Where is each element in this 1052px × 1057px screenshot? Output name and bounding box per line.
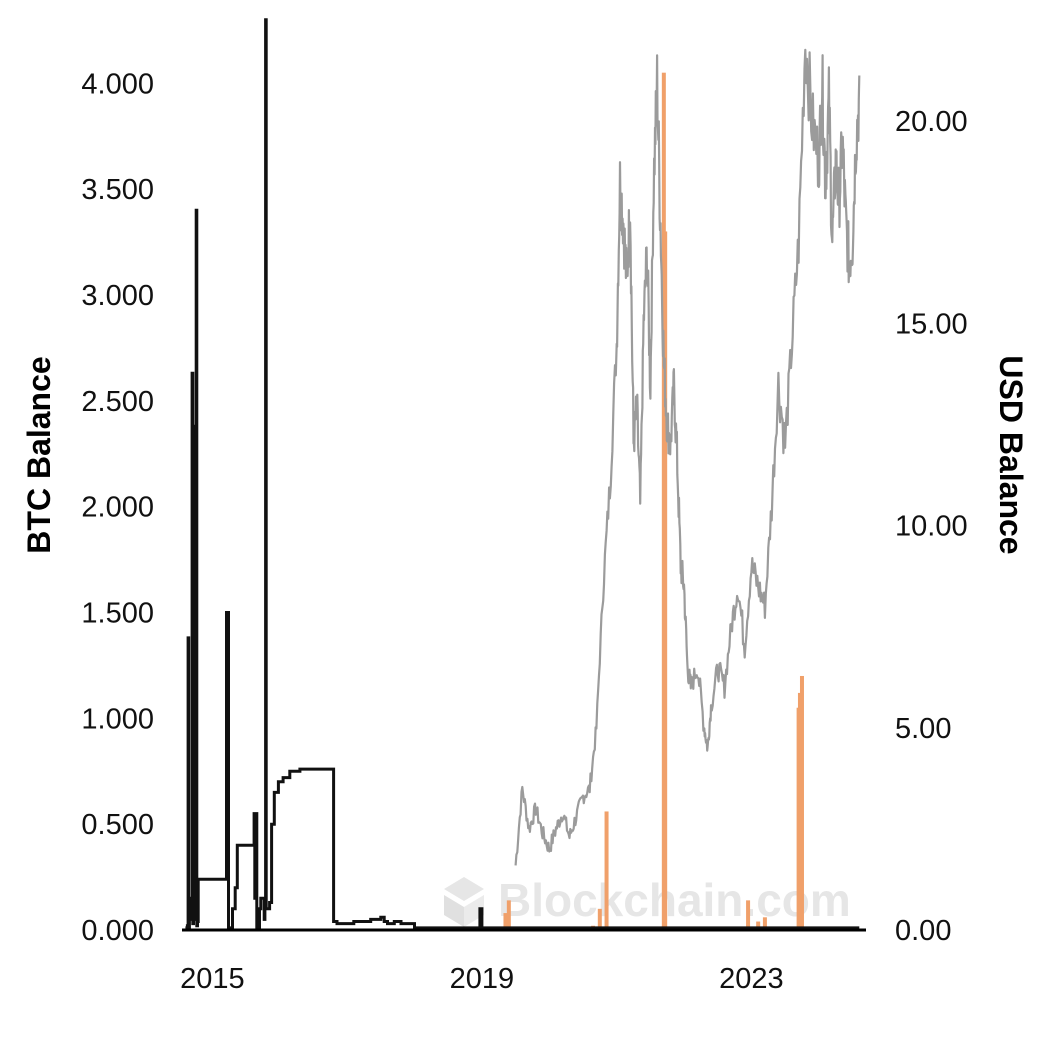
volume-bar	[762, 917, 767, 930]
right-tick-label: 15.00	[895, 308, 968, 340]
volume-bar	[756, 921, 761, 930]
x-tick-label: 2023	[719, 963, 784, 995]
left-axis-title: BTC Balance	[21, 356, 57, 553]
btc-series-layer	[185, 18, 860, 930]
volume-bars	[503, 72, 804, 931]
right-tick-label: 10.00	[895, 511, 968, 543]
volume-bar	[799, 675, 804, 930]
left-tick-label: 0.000	[81, 915, 154, 947]
right-axis-title: USD Balance	[993, 355, 1029, 554]
volume-bar	[663, 231, 668, 930]
volume-bar	[604, 811, 609, 930]
right-tick-label: 20.00	[895, 106, 968, 138]
volume-bar	[503, 913, 508, 930]
left-tick-label: 4.000	[81, 68, 154, 100]
left-tick-label: 2.500	[81, 386, 154, 418]
btc-balance-line	[185, 18, 860, 930]
left-tick-label: 1.000	[81, 703, 154, 735]
volume-bar	[746, 900, 751, 930]
volume-bar	[797, 692, 802, 930]
blockchain-logo-icon	[444, 877, 484, 927]
left-tick-label: 3.000	[81, 280, 154, 312]
usd-balance-line	[514, 48, 861, 866]
usd-series-layer	[514, 48, 861, 866]
left-tick-label: 3.500	[81, 174, 154, 206]
left-tick-label: 1.500	[81, 597, 154, 629]
left-tick-label: 0.500	[81, 809, 154, 841]
volume-bar	[597, 908, 602, 930]
x-axis-ticks: 2015 2019 2023	[180, 963, 784, 995]
right-axis-ticks: 0.00 5.00 10.00 15.00 20.00	[895, 106, 968, 947]
right-tick-label: 5.00	[895, 713, 951, 745]
x-tick-label: 2019	[450, 963, 515, 995]
left-tick-label: 2.000	[81, 492, 154, 524]
watermark: Blockchain.com	[444, 874, 851, 927]
right-tick-label: 0.00	[895, 915, 951, 947]
volume-bar	[506, 900, 511, 930]
left-axis-ticks: 0.000 0.500 1.000 1.500 2.000 2.500 3.000 3.500…	[81, 68, 154, 947]
x-tick-label: 2015	[180, 963, 245, 995]
watermark-text: Blockchain.com	[498, 874, 851, 926]
